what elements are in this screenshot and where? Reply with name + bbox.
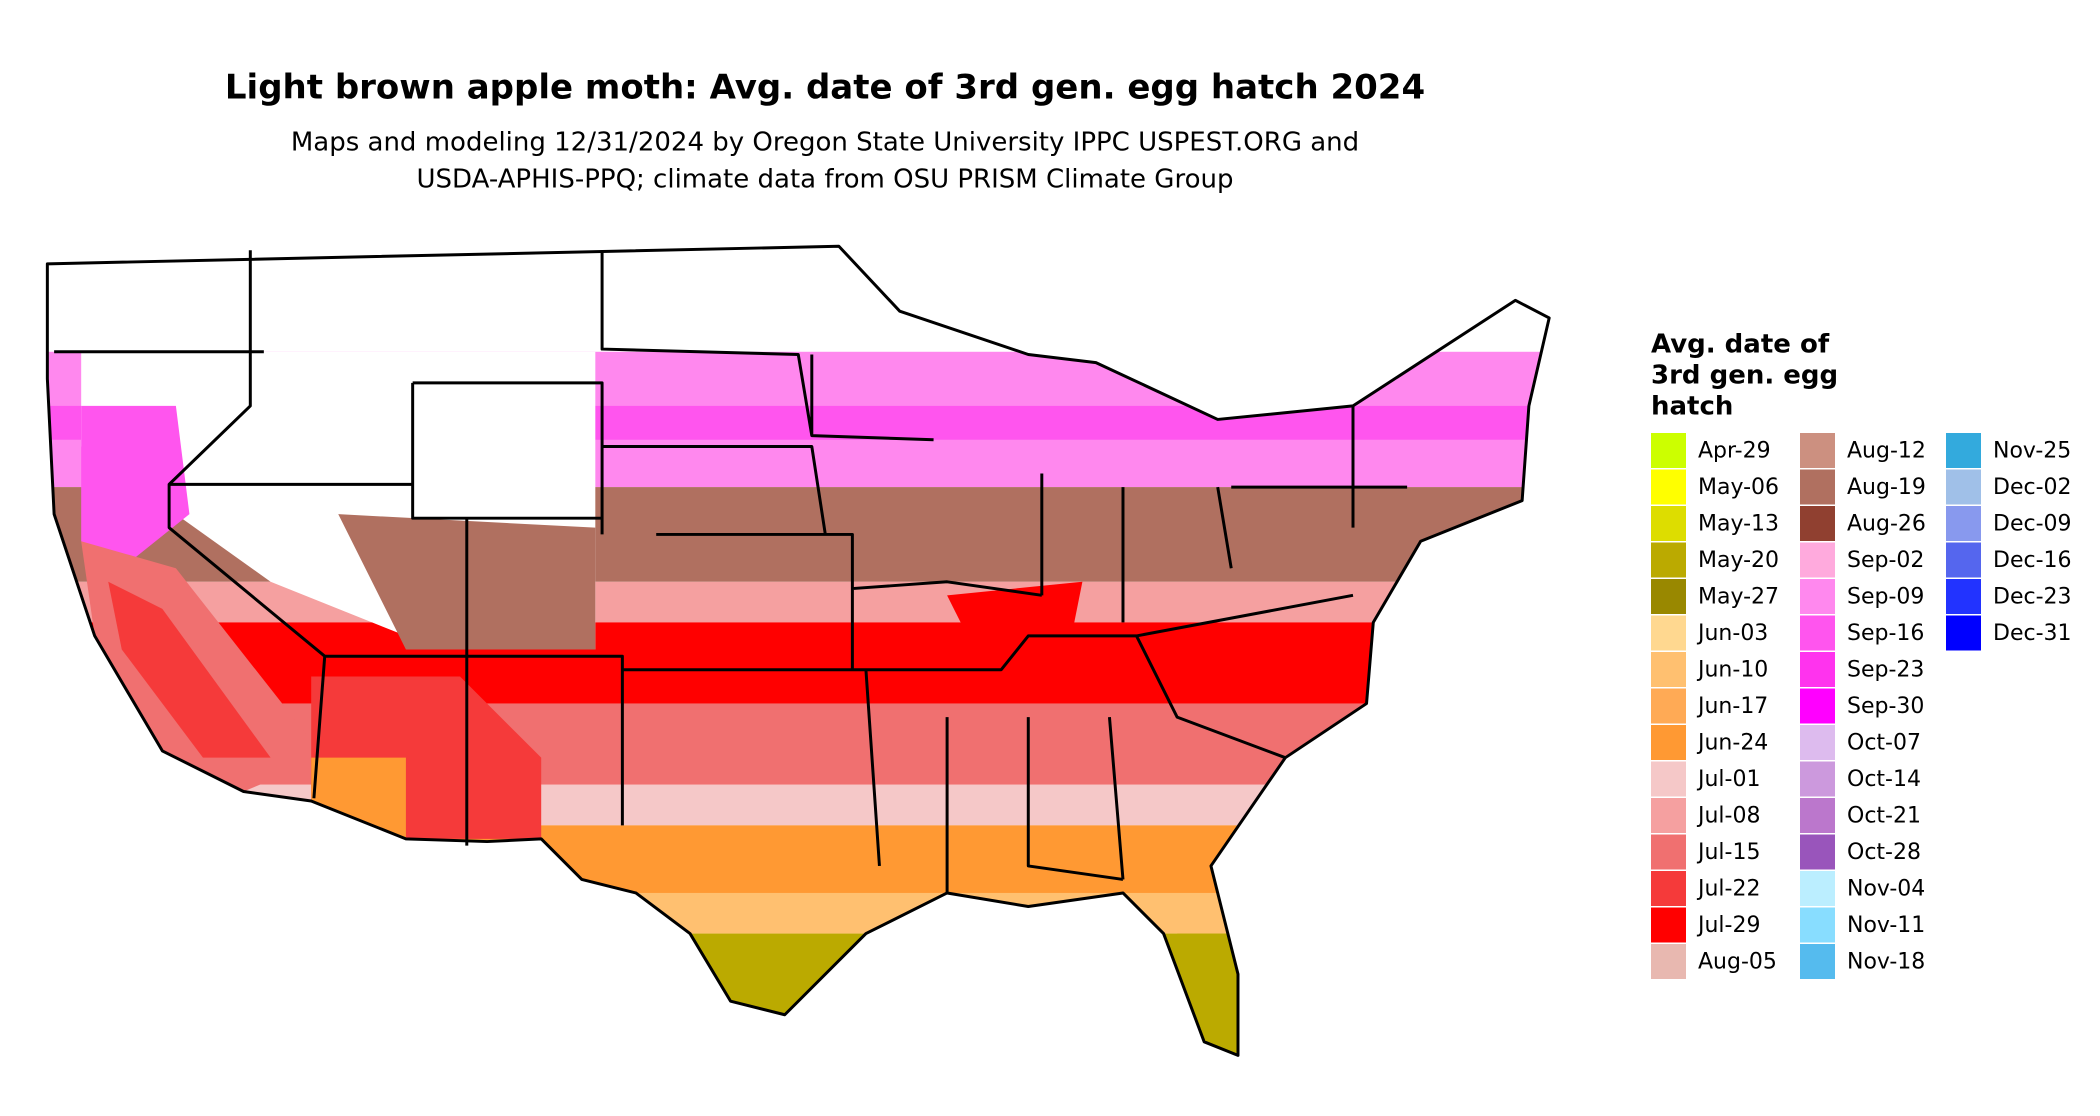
legend-label: Jul-08	[1696, 804, 1760, 829]
legend-title: Avg. date of	[1651, 330, 1830, 360]
legend-label: Nov-18	[1847, 950, 1925, 975]
legend-label: Jun-17	[1696, 694, 1768, 719]
legend-label: Sep-16	[1847, 621, 1924, 646]
legend-label: Jun-24	[1696, 731, 1768, 756]
legend-swatch	[1800, 944, 1835, 979]
legend-label: May-13	[1698, 512, 1779, 537]
map	[45, 244, 1551, 1057]
legend-swatch	[1800, 688, 1835, 724]
legend-swatch	[1800, 579, 1835, 614]
legend-swatch	[1800, 761, 1835, 797]
zone	[47, 892, 1550, 934]
legend-swatch	[1651, 579, 1686, 614]
legend-swatch	[1651, 944, 1686, 979]
legend-label: Dec-09	[1993, 512, 2072, 537]
legend-label: Dec-16	[1993, 548, 2072, 573]
legend-swatch	[1651, 542, 1686, 578]
legend-label: Jun-10	[1696, 658, 1768, 683]
state-borders	[54, 250, 1408, 893]
legend-label: Dec-31	[1993, 621, 2072, 646]
legend-swatch	[1800, 871, 1835, 906]
legend-label: Aug-26	[1847, 512, 1926, 537]
legend-swatch	[1800, 433, 1835, 468]
legend-label: Jul-22	[1696, 877, 1760, 902]
legend-label: Jul-01	[1696, 767, 1760, 792]
legend-label: Nov-11	[1847, 913, 1925, 938]
zone	[81, 405, 190, 569]
legend-label: Oct-28	[1847, 840, 1921, 865]
legend-label: Aug-12	[1847, 439, 1926, 464]
legend-swatch	[1651, 506, 1686, 541]
legend-swatch	[1946, 579, 1981, 614]
legend-label: Sep-23	[1847, 658, 1924, 683]
legend-label: Oct-07	[1847, 731, 1921, 756]
legend-swatch	[1800, 542, 1835, 578]
legend-swatch	[1651, 688, 1686, 724]
legend-label: Aug-05	[1698, 950, 1777, 975]
legend-swatch	[1651, 469, 1686, 505]
legend-label: Oct-14	[1847, 767, 1921, 792]
zone	[947, 581, 1083, 650]
legend-swatch	[1800, 725, 1835, 760]
legend-swatch	[1946, 506, 1981, 541]
legend-swatch	[1651, 615, 1686, 651]
legend-swatch	[1800, 506, 1835, 541]
subtitle-line: USDA-APHIS-PPQ; climate data from OSU PR…	[417, 165, 1234, 195]
legend-swatch	[1946, 469, 1981, 505]
legend-label: Jul-15	[1696, 840, 1760, 865]
legend-swatch	[1651, 652, 1686, 687]
legend-label: May-06	[1698, 475, 1779, 500]
legend-swatch	[1651, 433, 1686, 468]
legend-swatch	[1651, 871, 1686, 906]
zone	[47, 622, 1550, 704]
legend-label: May-27	[1698, 585, 1779, 610]
zone	[47, 825, 1550, 893]
legend-swatch	[1651, 907, 1686, 943]
legend-swatch	[1946, 542, 1981, 578]
legend-swatch	[1651, 761, 1686, 797]
legend-swatch	[1800, 615, 1835, 651]
legend-label: Nov-04	[1847, 877, 1925, 902]
legend-swatch	[1800, 798, 1835, 833]
legend-label: Sep-09	[1847, 585, 1924, 610]
legend-label: Aug-19	[1847, 475, 1926, 500]
legend-swatch	[1946, 433, 1981, 468]
legend-label: Jul-29	[1696, 913, 1760, 938]
legend-swatch	[1800, 469, 1835, 505]
legend-label: Sep-02	[1847, 548, 1924, 573]
legend-label: Apr-29	[1698, 439, 1771, 464]
legend-title: 3rd gen. egg	[1651, 361, 1838, 391]
legend-swatch	[1651, 725, 1686, 760]
legend-label: Nov-25	[1993, 439, 2071, 464]
map-title: Light brown apple moth: Avg. date of 3rd…	[225, 68, 1425, 108]
country-border	[45, 244, 1551, 1057]
zone	[1177, 933, 1238, 1056]
legend-title: hatch	[1651, 392, 1733, 422]
legend-label: Oct-21	[1847, 804, 1921, 829]
legend-label: Dec-02	[1993, 475, 2072, 500]
legend-swatch	[1946, 615, 1981, 651]
zone	[311, 757, 406, 839]
legend-swatch	[1651, 834, 1686, 870]
legend-swatch	[1651, 798, 1686, 833]
legend-label: Dec-23	[1993, 585, 2072, 610]
legend-swatch	[1800, 652, 1835, 687]
legend-label: May-20	[1698, 548, 1779, 573]
zone	[108, 581, 271, 758]
legend: Apr-29 May-06 May-13 May-20 May-27 Jun-03 Jun-…	[1651, 433, 2072, 979]
zone	[47, 933, 1550, 1029]
subtitle-line: Maps and modeling 12/31/2024 by Oregon S…	[291, 128, 1359, 158]
legend-swatch	[1800, 907, 1835, 943]
zone	[47, 1028, 1550, 1056]
legend-label: Jun-03	[1696, 621, 1768, 646]
legend-label: Sep-30	[1847, 694, 1924, 719]
legend-swatch	[1800, 834, 1835, 870]
